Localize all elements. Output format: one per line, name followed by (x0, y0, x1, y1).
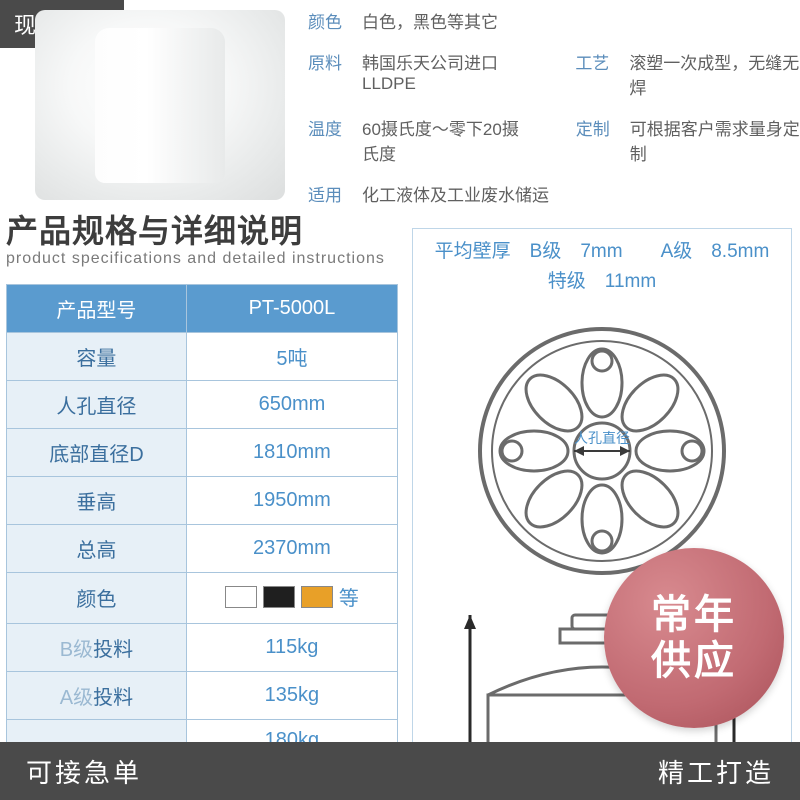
spec-value: 1950mm (186, 477, 397, 525)
swatch-orange (301, 586, 333, 608)
bottom-left-text: 可接急单 (26, 753, 142, 790)
spec-label: 底部直径D (7, 429, 187, 477)
spec-value: 2370mm (186, 525, 397, 573)
color-swatches: 等 (225, 582, 359, 611)
attr-label: 适用 (308, 181, 356, 206)
attr-value: 滚塑一次成型，无缝无焊 (629, 49, 800, 99)
attr-value: 可根据客户需求量身定制 (630, 115, 800, 165)
spec-label: B级投料 (7, 623, 187, 671)
spec-label: A级投料 (7, 671, 187, 719)
manhole-label: 人孔直径 (574, 430, 630, 446)
table-header-right: PT-5000L (186, 285, 397, 333)
attr-row-color: 颜色 白色，黑色等其它 (308, 8, 800, 33)
spec-label: 容量 (7, 333, 187, 381)
table-row: A级投料 135kg (7, 671, 398, 719)
circle-badge-supply: 常年 供应 (604, 548, 784, 728)
wall-line2: 特级 11mm (413, 267, 791, 297)
wall-thickness-text: 平均壁厚 B级 7mm A级 8.5mm 特级 11mm (413, 237, 791, 298)
attr-label: 原料 (308, 49, 356, 99)
spec-label: 颜色 (7, 573, 187, 624)
attr-label: 工艺 (575, 49, 623, 99)
table-header-left: 产品型号 (7, 285, 187, 333)
wall-line1: 平均壁厚 B级 7mm A级 8.5mm (413, 237, 791, 267)
circle-line2: 供应 (651, 638, 737, 684)
spec-value: 650mm (186, 381, 397, 429)
swatch-white (225, 586, 257, 608)
spec-value: 115kg (186, 623, 397, 671)
attr-row-material: 原料 韩国乐天公司进口LLDPE 工艺 滚塑一次成型，无缝无焊 (308, 49, 800, 99)
attr-value: 化工液体及工业废水储运 (362, 181, 549, 206)
spec-value-colors: 等 (186, 573, 397, 624)
attr-row-usage: 适用 化工液体及工业废水储运 (308, 181, 800, 206)
spec-table: 产品型号 PT-5000L 容量5吨 人孔直径650mm 底部直径D1810mm… (6, 284, 398, 762)
section-title-en: product specifications and detailed inst… (6, 250, 385, 268)
table-row-color: 颜色 等 (7, 573, 398, 624)
table-row: 总高2370mm (7, 525, 398, 573)
spec-value: 5吨 (186, 333, 397, 381)
spec-label: 垂高 (7, 477, 187, 525)
table-row: 垂高1950mm (7, 477, 398, 525)
tank-top-view-icon: 人孔直径 (472, 321, 732, 581)
table-header-row: 产品型号 PT-5000L (7, 285, 398, 333)
bottom-bar: 可接急单 精工打造 (0, 742, 800, 800)
bottom-right-text: 精工打造 (658, 753, 774, 790)
circle-line1: 常年 (651, 592, 737, 638)
attr-row-temp: 温度 60摄氏度～零下20摄氏度 定制 可根据客户需求量身定制 (308, 115, 800, 165)
spec-label: 总高 (7, 525, 187, 573)
attr-value: 韩国乐天公司进口LLDPE (362, 49, 535, 99)
section-title-cn: 产品规格与详细说明 (6, 206, 303, 252)
attr-value: 白色，黑色等其它 (362, 8, 498, 33)
swatch-suffix: 等 (339, 582, 359, 611)
attr-label: 颜色 (308, 8, 356, 33)
attr-list: 颜色 白色，黑色等其它 原料 韩国乐天公司进口LLDPE 工艺 滚塑一次成型，无… (308, 8, 800, 222)
table-row: 人孔直径650mm (7, 381, 398, 429)
attr-label: 定制 (576, 115, 624, 165)
product-photo (35, 10, 285, 200)
spec-value: 135kg (186, 671, 397, 719)
attr-value: 60摄氏度～零下20摄氏度 (362, 115, 536, 165)
spec-value: 1810mm (186, 429, 397, 477)
table-row: 容量5吨 (7, 333, 398, 381)
swatch-black (263, 586, 295, 608)
table-row: 底部直径D1810mm (7, 429, 398, 477)
table-row: B级投料 115kg (7, 623, 398, 671)
attr-label: 温度 (308, 115, 356, 165)
spec-label: 人孔直径 (7, 381, 187, 429)
